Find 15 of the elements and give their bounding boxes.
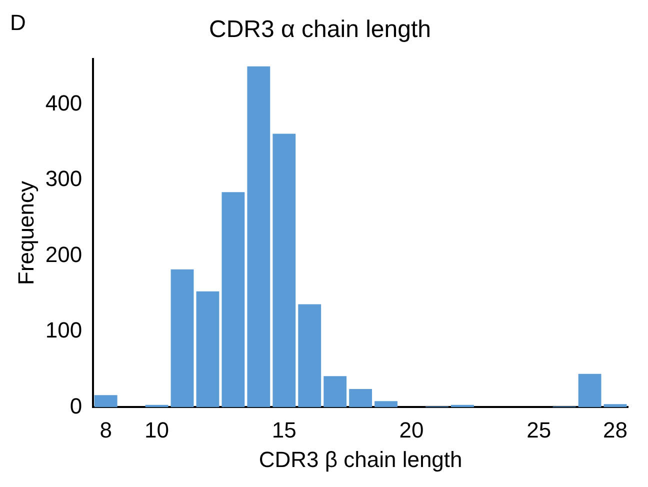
y-tick-label: 0 [70, 393, 82, 418]
chart-title: CDR3 α chain length [209, 16, 431, 44]
x-tick-label: 25 [526, 417, 552, 442]
y-tick-label: 200 [45, 242, 82, 267]
x-tick-label: 10 [144, 417, 170, 442]
y-axis-title: Frequency [13, 181, 38, 285]
y-tick-label: 300 [45, 166, 82, 192]
x-axis-title: CDR3 β chain length [258, 446, 462, 472]
x-tick-label: 20 [399, 417, 424, 442]
x-tick-label: 8 [100, 417, 112, 442]
text: D [10, 10, 26, 36]
x-tick-label: 15 [272, 417, 296, 442]
x-tick-label: 28 [603, 417, 628, 442]
y-tick-label: 400 [45, 90, 82, 116]
y-tick-label: 100 [45, 318, 82, 343]
